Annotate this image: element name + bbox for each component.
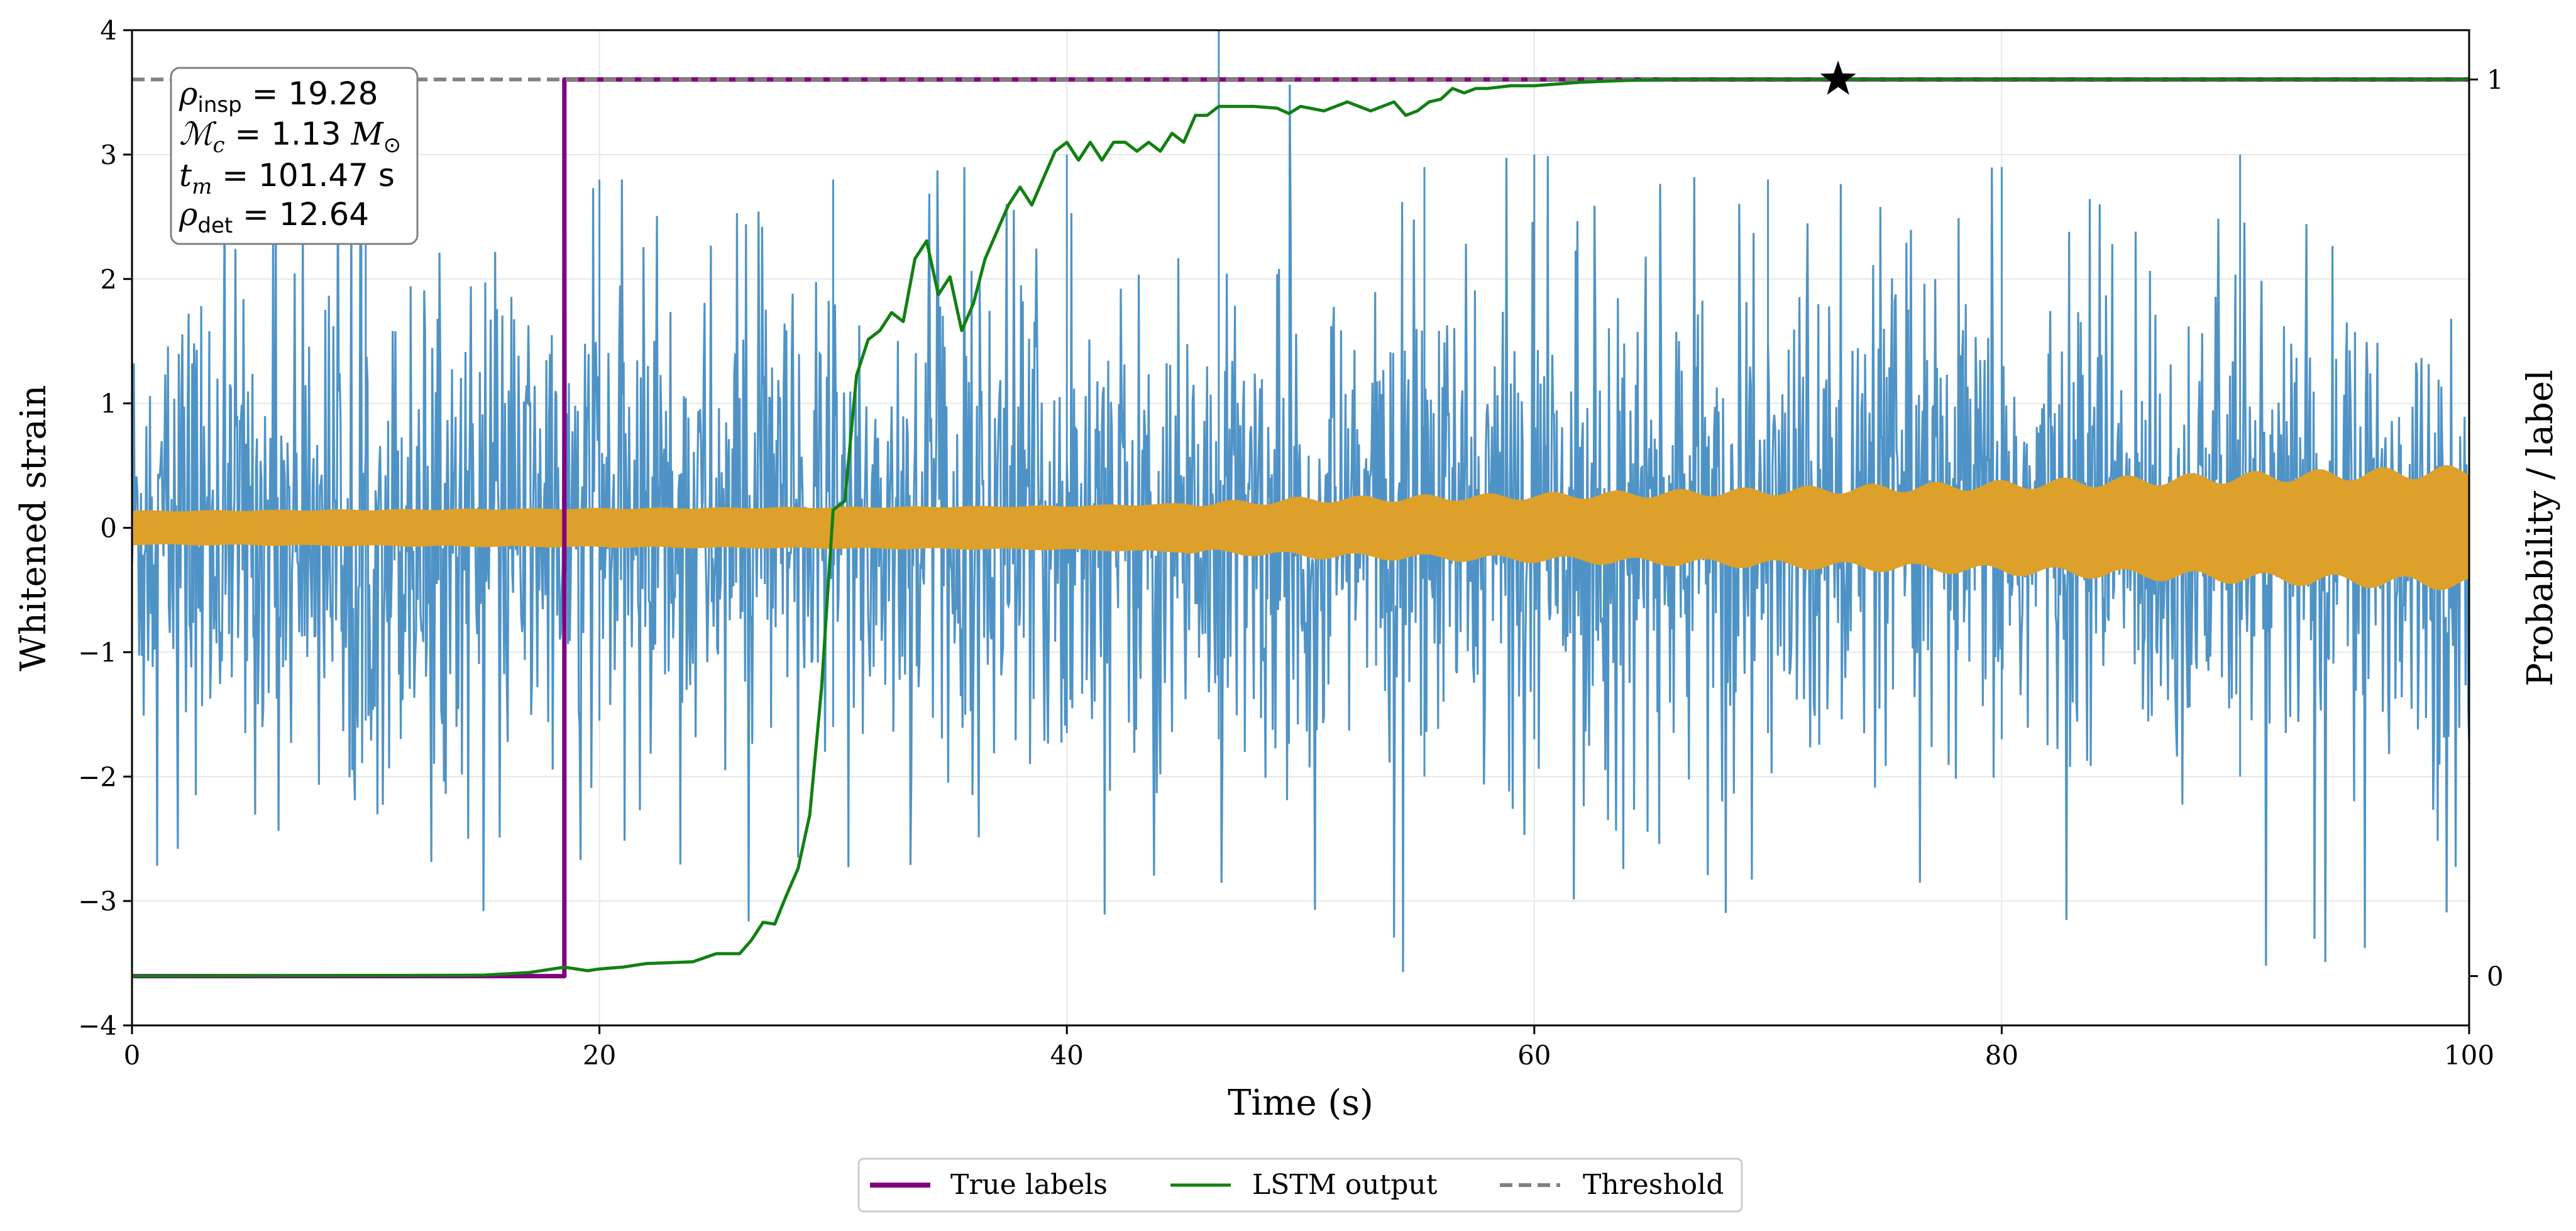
rho-insp-value: 19.28 — [288, 75, 378, 112]
x-axis-title: Time (s) — [1228, 1083, 1373, 1123]
y-tick-label: 0 — [100, 513, 117, 544]
x-tick-label: 0 — [124, 1040, 141, 1071]
y-right-tick-label: 1 — [2487, 64, 2504, 95]
probability-lines-layer — [132, 77, 2469, 979]
x-tick-label: 80 — [1985, 1040, 2018, 1071]
y-tick-label: −2 — [78, 761, 117, 792]
detection-star-marker — [1820, 60, 1856, 95]
legend: True labels LSTM output Threshold — [857, 1157, 1743, 1213]
x-tick-label: 60 — [1517, 1040, 1551, 1071]
y-tick-label: 4 — [100, 15, 117, 46]
legend-label-true-labels: True labels — [950, 1169, 1108, 1201]
lstm-output-line — [132, 77, 2469, 978]
annotation-merger-time: tm = 101.47 s — [179, 157, 395, 199]
y-right-tick-label: 0 — [2487, 961, 2504, 992]
annotation-rho-det: ρdet = 12.64 — [179, 196, 369, 238]
tm-unit: s — [378, 157, 395, 194]
y-tick-label: −4 — [78, 1010, 117, 1041]
x-tick-label: 40 — [1050, 1040, 1083, 1071]
rho-det-value: 12.64 — [279, 196, 369, 233]
signal-layer — [132, 465, 2469, 590]
y-tick-label: 3 — [100, 140, 117, 170]
annotation-frame — [170, 67, 419, 245]
y-tick-label: 1 — [100, 389, 117, 419]
mc-value: 1.13 — [271, 116, 341, 152]
annotation-box: ρinsp = 19.28 ℳc = 1.13 M⊙ tm = 101.47 s… — [170, 67, 419, 245]
signal-band — [132, 465, 2469, 590]
tm-value: 101.47 — [258, 157, 368, 194]
marker-layer — [1820, 60, 1856, 95]
x-tick-label: 20 — [583, 1040, 616, 1071]
legend-label-lstm-output: LSTM output — [1252, 1169, 1438, 1201]
annotation-rho-insp: ρinsp = 19.28 — [179, 75, 378, 118]
legend-frame — [857, 1157, 1743, 1213]
data-layer — [132, 30, 2469, 979]
annotation-chirp-mass: ℳc = 1.13 M⊙ — [179, 116, 401, 158]
x-tick-label: 100 — [2444, 1040, 2494, 1071]
y-tick-label: 2 — [100, 264, 117, 295]
legend-label-threshold: Threshold — [1583, 1169, 1724, 1201]
y-tick-label: −3 — [78, 886, 117, 917]
y-axis-right-title: Probability / label — [2520, 370, 2561, 687]
y-axis-title: Whitened strain — [13, 385, 54, 671]
y-tick-label: −1 — [78, 637, 117, 668]
